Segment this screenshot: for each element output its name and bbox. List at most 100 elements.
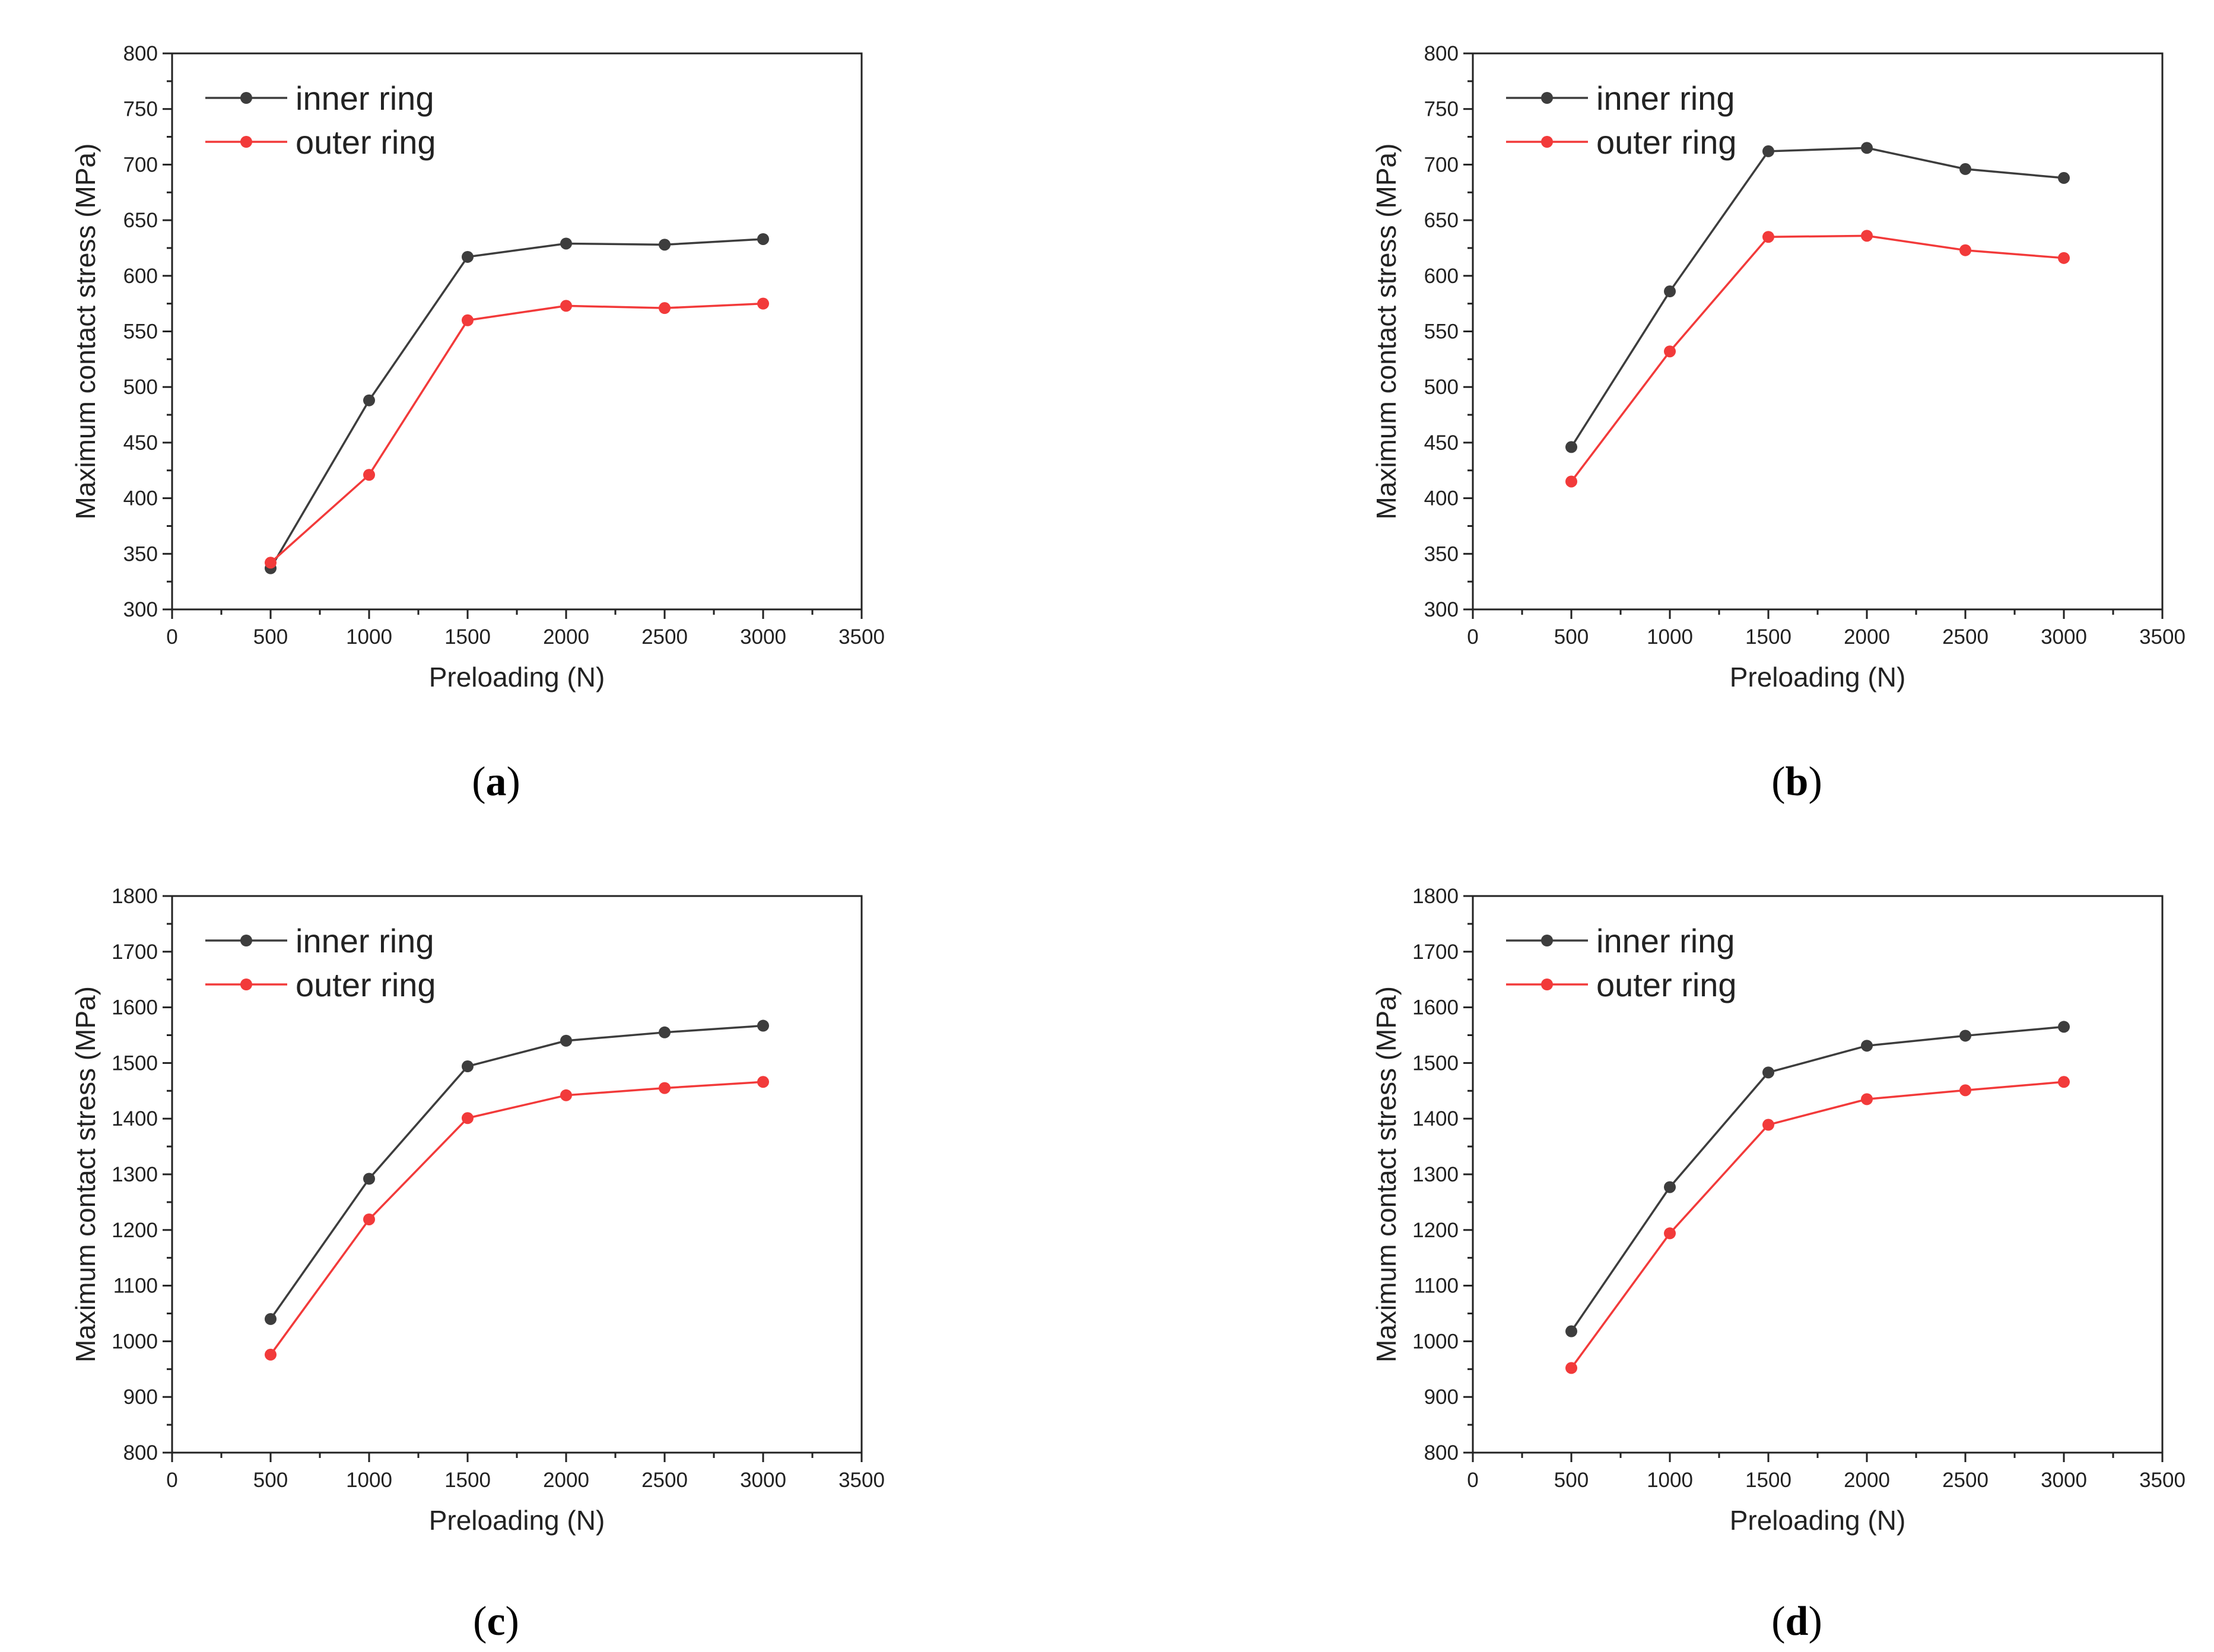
y-tick-label: 650 (1424, 209, 1459, 232)
y-tick-label: 1200 (112, 1219, 158, 1242)
series-line-inner-ring (1570, 147, 2064, 448)
data-point-outer-ring (659, 302, 671, 314)
chart-panel-b: 0 500 1000 1500 2000 2500 3000 3500 300 350 400 450… (1371, 42, 2186, 805)
caption-part: a (486, 759, 507, 805)
y-tick-label: 900 (123, 1386, 158, 1409)
series-line-inner-ring (269, 238, 764, 569)
caption-part: d (1786, 1599, 1809, 1644)
data-point-outer-ring (265, 557, 277, 569)
x-tick-label: 3500 (838, 625, 885, 649)
y-axis-title: Maximum contact stress (MPa) (1371, 986, 1402, 1362)
y-axis-title: Maximum contact stress (MPa) (70, 986, 101, 1362)
caption-part: c (487, 1599, 505, 1644)
data-point-inner-ring (1565, 441, 1577, 453)
data-point-outer-ring (560, 300, 572, 312)
legend-label-outer-ring: outer ring (1596, 123, 1737, 161)
series-line-outer-ring (1570, 234, 2064, 482)
x-tick-label: 1500 (1745, 625, 1791, 649)
data-point-outer-ring (1959, 1084, 1971, 1097)
x-tick-label: 3500 (838, 1469, 885, 1492)
y-tick-label: 1500 (1412, 1051, 1459, 1075)
y-tick-label: 350 (1424, 542, 1459, 566)
data-point-inner-ring (1664, 1181, 1676, 1193)
data-point-outer-ring (1959, 244, 1971, 256)
y-tick-label: 450 (123, 431, 158, 455)
data-point-inner-ring (659, 239, 671, 251)
y-tick-label: 500 (123, 376, 158, 399)
x-axis-title: Preloading (N) (429, 662, 605, 692)
data-point-inner-ring (363, 1173, 375, 1185)
data-point-inner-ring (2058, 171, 2070, 184)
data-point-outer-ring (363, 469, 375, 481)
data-point-inner-ring (1762, 1066, 1774, 1079)
y-tick-label: 1500 (112, 1051, 158, 1075)
x-tick-label: 0 (1467, 625, 1478, 649)
x-tick-label: 0 (166, 625, 177, 649)
legend-marker-outer-ring (240, 136, 252, 148)
y-tick-label: 550 (123, 320, 158, 344)
data-point-outer-ring (659, 1082, 671, 1094)
data-point-outer-ring (462, 1112, 474, 1124)
x-axis-title: Preloading (N) (429, 1505, 605, 1536)
data-point-inner-ring (2058, 1021, 2070, 1033)
x-tick-label: 2000 (1844, 625, 1890, 649)
data-point-inner-ring (560, 1034, 572, 1047)
y-tick-label: 1600 (112, 996, 158, 1019)
y-tick-label: 900 (1424, 1386, 1459, 1409)
y-tick-label: 1400 (1412, 1107, 1459, 1130)
series-line-inner-ring (269, 1024, 764, 1320)
series-line-inner-ring (1570, 1025, 2064, 1332)
y-tick-label: 500 (1424, 376, 1459, 399)
y-tick-label: 800 (1424, 42, 1459, 65)
x-tick-label: 500 (1554, 1469, 1589, 1492)
legend-label-outer-ring: outer ring (1596, 966, 1737, 1003)
legend-marker-outer-ring (1541, 979, 1553, 990)
x-tick-label: 2500 (1942, 1469, 1989, 1492)
series-line-outer-ring (269, 1081, 764, 1355)
data-point-inner-ring (1861, 142, 1873, 154)
y-tick-label: 300 (123, 598, 158, 621)
series-line-outer-ring (269, 302, 764, 564)
data-point-outer-ring (1565, 475, 1577, 488)
y-tick-label: 750 (123, 98, 158, 121)
x-tick-label: 1000 (346, 1469, 392, 1492)
x-tick-label: 2000 (1844, 1469, 1890, 1492)
y-tick-label: 1100 (113, 1275, 158, 1298)
data-point-outer-ring (1861, 230, 1873, 242)
data-point-inner-ring (363, 394, 375, 406)
caption-part: ( (472, 759, 485, 805)
y-tick-label: 350 (123, 542, 158, 566)
legend-label-inner-ring: inner ring (1596, 922, 1735, 960)
x-tick-label: 1000 (1647, 1469, 1693, 1492)
x-tick-label: 500 (1554, 625, 1589, 649)
panel-caption: (a) (472, 759, 520, 805)
data-point-inner-ring (757, 233, 769, 245)
chart-panel-c: 0 500 1000 1500 2000 2500 3000 3500 800 900 1000 11… (70, 885, 885, 1644)
x-tick-label: 1500 (1745, 1469, 1791, 1492)
data-point-inner-ring (757, 1019, 769, 1032)
legend-label-inner-ring: inner ring (1596, 80, 1735, 117)
data-point-inner-ring (1959, 1030, 1971, 1042)
x-tick-label: 2500 (1942, 625, 1989, 649)
x-axis-title: Preloading (N) (1730, 1505, 1906, 1536)
chart-panel-a: 0 500 1000 1500 2000 2500 3000 3500 300 350 400 450… (70, 42, 885, 805)
x-tick-label: 3000 (2041, 625, 2087, 649)
y-tick-label: 1200 (1412, 1219, 1459, 1242)
y-tick-label: 800 (1424, 1441, 1459, 1464)
y-tick-label: 800 (123, 42, 158, 65)
data-point-outer-ring (2058, 1076, 2070, 1088)
y-tick-label: 600 (123, 265, 158, 288)
x-tick-label: 3500 (2139, 625, 2186, 649)
legend-marker-inner-ring (240, 935, 252, 946)
y-tick-label: 750 (1424, 98, 1459, 121)
caption-part: ) (506, 1599, 519, 1644)
plot-frame (171, 895, 863, 1454)
y-tick-label: 1100 (1414, 1275, 1459, 1298)
data-point-inner-ring (462, 1060, 474, 1073)
legend-label-outer-ring: outer ring (296, 123, 436, 161)
data-point-outer-ring (265, 1348, 277, 1361)
y-tick-label: 600 (1424, 265, 1459, 288)
y-tick-label: 700 (1424, 153, 1459, 176)
x-axis-title: Preloading (N) (1730, 662, 1906, 692)
y-tick-label: 1800 (1412, 885, 1459, 908)
